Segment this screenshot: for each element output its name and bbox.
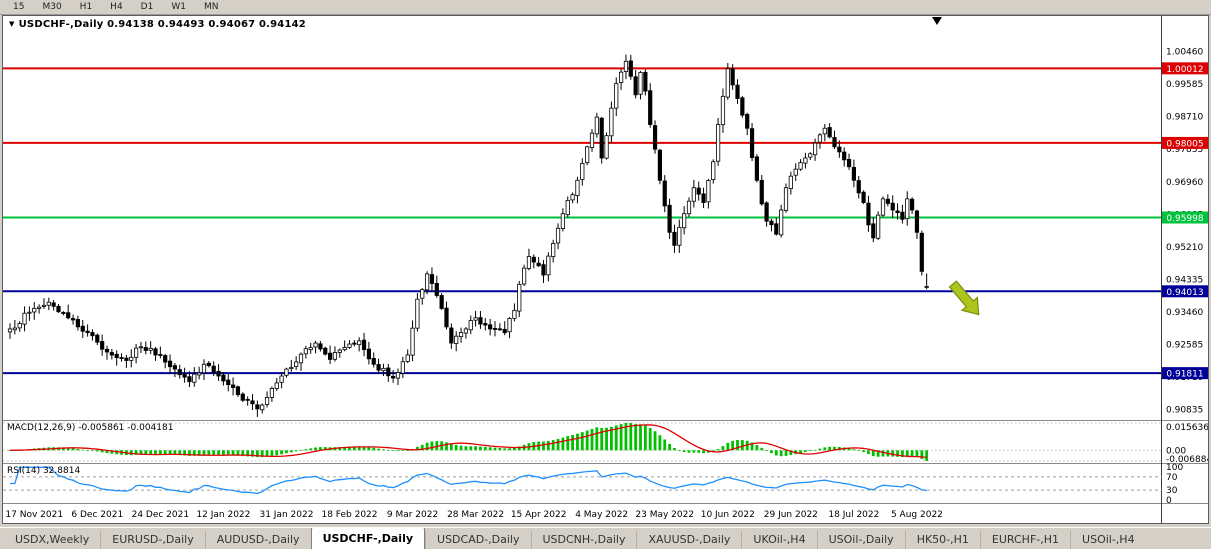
timeframe-button-w1[interactable]: W1 bbox=[171, 1, 186, 12]
svg-text:4 May 2022: 4 May 2022 bbox=[575, 510, 628, 520]
svg-text:17 Nov 2021: 17 Nov 2021 bbox=[5, 510, 63, 520]
svg-text:70: 70 bbox=[1166, 473, 1178, 483]
svg-text:24 Dec 2021: 24 Dec 2021 bbox=[132, 510, 190, 520]
macd-indicator-label: MACD(12,26,9) -0.005861 -0.004181 bbox=[7, 423, 174, 433]
svg-text:0.97835: 0.97835 bbox=[1166, 145, 1203, 155]
svg-text:0.99585: 0.99585 bbox=[1166, 80, 1203, 90]
timeframe-button-mn[interactable]: MN bbox=[203, 1, 219, 12]
svg-text:0.98710: 0.98710 bbox=[1166, 113, 1203, 123]
svg-text:0.93460: 0.93460 bbox=[1166, 308, 1203, 318]
macd-pane bbox=[3, 422, 1162, 462]
svg-text:18 Jul 2022: 18 Jul 2022 bbox=[828, 510, 879, 520]
timeframe-button-h4[interactable]: H4 bbox=[110, 1, 123, 12]
chevron-down-icon[interactable]: ▼ bbox=[9, 20, 15, 28]
svg-text:0.94335: 0.94335 bbox=[1166, 275, 1203, 285]
pane-frame bbox=[3, 16, 1208, 523]
symbol-tab-hk50-h1[interactable]: HK50-,H1 bbox=[904, 531, 980, 549]
chart-title: ▼ USDCHF-,Daily 0.94138 0.94493 0.94067 … bbox=[9, 19, 306, 30]
time-marker-icon bbox=[932, 17, 942, 25]
symbol-tab-usdx-weekly[interactable]: USDX,Weekly bbox=[15, 533, 90, 546]
svg-text:0.95210: 0.95210 bbox=[1166, 243, 1203, 253]
svg-text:0.98005: 0.98005 bbox=[1166, 139, 1203, 149]
timeframe-button-15[interactable]: 15 bbox=[13, 1, 25, 12]
svg-text:10 Jun 2022: 10 Jun 2022 bbox=[701, 510, 755, 520]
svg-text:31 Jan 2022: 31 Jan 2022 bbox=[259, 510, 313, 520]
candlestick-series bbox=[7, 54, 929, 417]
rsi-pane bbox=[3, 466, 1162, 495]
rsi-indicator-label: RSI(14) 32.8814 bbox=[7, 466, 81, 476]
svg-text:9 Mar 2022: 9 Mar 2022 bbox=[387, 510, 438, 520]
svg-text:6 Dec 2021: 6 Dec 2021 bbox=[71, 510, 123, 520]
chart-window: 1.004600.995850.987100.978350.969600.960… bbox=[2, 15, 1209, 524]
chart-title-text: USDCHF-,Daily 0.94138 0.94493 0.94067 0.… bbox=[18, 19, 306, 30]
chart-plot[interactable]: 1.004600.995850.987100.978350.969600.960… bbox=[3, 16, 1208, 523]
symbol-tab-bar: USDX,Weekly EURUSD-,Daily AUDUSD-,Daily USD… bbox=[0, 527, 1211, 549]
horizontal-level-lines[interactable] bbox=[3, 67, 1162, 375]
symbol-tab-usoil-daily[interactable]: USOil-,Daily bbox=[816, 531, 905, 549]
symbol-tab-ukoil-h4[interactable]: UKOil-,H4 bbox=[741, 531, 816, 549]
symbol-tab-xauusd-daily[interactable]: XAUUSD-,Daily bbox=[636, 531, 741, 549]
svg-text:29 Jun 2022: 29 Jun 2022 bbox=[764, 510, 818, 520]
svg-text:15 Apr 2022: 15 Apr 2022 bbox=[511, 510, 567, 520]
symbol-tab-usoil-h4[interactable]: USOil-,H4 bbox=[1070, 531, 1146, 549]
symbol-tab-audusd-daily[interactable]: AUDUSD-,Daily bbox=[204, 531, 311, 549]
price-axis[interactable]: 1.004600.995850.987100.978350.969600.960… bbox=[1166, 48, 1208, 506]
svg-text:1.00012: 1.00012 bbox=[1166, 65, 1203, 75]
svg-text:0.95998: 0.95998 bbox=[1166, 214, 1203, 224]
svg-text:0.92585: 0.92585 bbox=[1166, 340, 1203, 350]
price-axis-line-labels: 1.00012 0.98005 0.95998 0.94013 0.91811 bbox=[1162, 62, 1208, 380]
svg-text:28 Mar 2022: 28 Mar 2022 bbox=[447, 510, 504, 520]
svg-text:-0.006884: -0.006884 bbox=[1166, 455, 1208, 465]
svg-text:0.015636: 0.015636 bbox=[1166, 423, 1208, 433]
symbol-tab-usdchf-daily[interactable]: USDCHF-,Daily bbox=[310, 528, 426, 549]
svg-text:0.96960: 0.96960 bbox=[1166, 178, 1203, 188]
symbol-tab-usdcad-daily[interactable]: USDCAD-,Daily bbox=[425, 531, 530, 549]
timeframe-button-d1[interactable]: D1 bbox=[140, 1, 154, 12]
svg-text:5 Aug 2022: 5 Aug 2022 bbox=[891, 510, 943, 520]
symbol-tab-usdcnh-daily[interactable]: USDCNH-,Daily bbox=[530, 531, 637, 549]
svg-text:100: 100 bbox=[1166, 463, 1183, 473]
svg-text:30: 30 bbox=[1166, 486, 1178, 496]
svg-text:23 May 2022: 23 May 2022 bbox=[635, 510, 694, 520]
svg-text:12 Jan 2022: 12 Jan 2022 bbox=[196, 510, 250, 520]
symbol-tab-eurusd-daily[interactable]: EURUSD-,Daily bbox=[100, 531, 204, 549]
svg-text:0.00: 0.00 bbox=[1166, 446, 1186, 456]
timeframe-toolbar: 15 M30 H1 H4 D1 W1 MN bbox=[0, 0, 1211, 15]
timeframe-button-h1[interactable]: H1 bbox=[79, 1, 93, 12]
svg-text:0.94013: 0.94013 bbox=[1166, 288, 1203, 298]
symbol-tab-eurchf-h1[interactable]: EURCHF-,H1 bbox=[979, 531, 1070, 549]
down-arrow-annotation[interactable] bbox=[945, 278, 986, 321]
time-axis[interactable]: 17 Nov 2021 6 Dec 2021 24 Dec 2021 12 Jan 2… bbox=[5, 510, 942, 520]
svg-text:18 Feb 2022: 18 Feb 2022 bbox=[321, 510, 377, 520]
svg-text:1.00460: 1.00460 bbox=[1166, 48, 1203, 58]
svg-text:0: 0 bbox=[1166, 496, 1172, 506]
svg-text:0.91811: 0.91811 bbox=[1166, 370, 1203, 380]
svg-text:0.90835: 0.90835 bbox=[1166, 405, 1203, 415]
timeframe-button-m30[interactable]: M30 bbox=[42, 1, 62, 12]
